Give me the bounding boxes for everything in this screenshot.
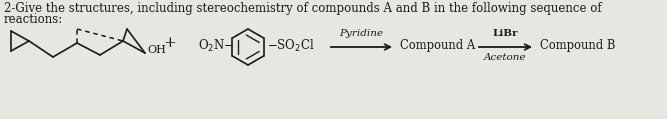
Text: Compound B: Compound B [540, 40, 616, 52]
Text: Acetone: Acetone [484, 53, 527, 62]
Text: Pyridine: Pyridine [340, 29, 384, 38]
Text: 2-Give the structures, including stereochemistry of compounds A and B in the fol: 2-Give the structures, including stereoc… [4, 2, 602, 15]
Text: O$_2$N$-$: O$_2$N$-$ [198, 38, 234, 54]
Text: Compound A: Compound A [400, 40, 475, 52]
Text: OH: OH [147, 45, 166, 55]
Text: LiBr: LiBr [493, 29, 518, 38]
Text: +: + [163, 36, 175, 50]
Text: $-$SO$_2$Cl: $-$SO$_2$Cl [267, 38, 315, 54]
Text: reactions:: reactions: [4, 13, 63, 26]
